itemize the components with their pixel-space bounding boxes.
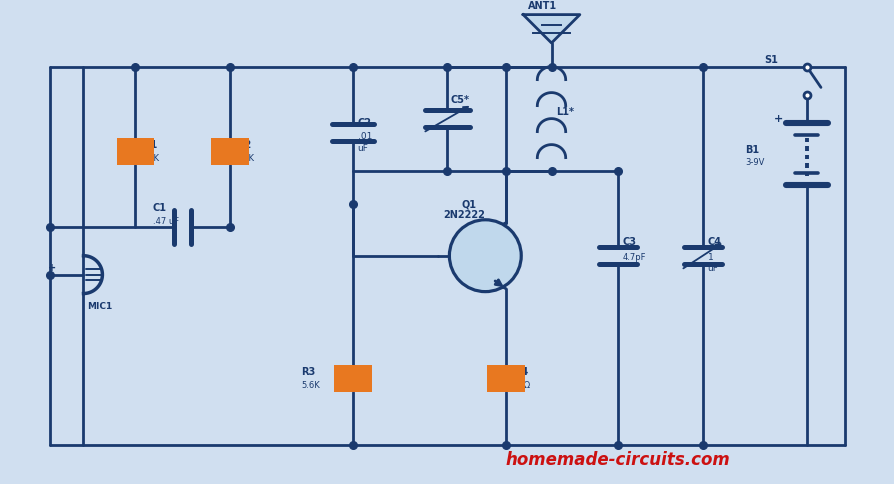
Text: L1*: L1* — [555, 106, 574, 117]
Text: R4: R4 — [513, 366, 527, 376]
Text: 4.7pF: 4.7pF — [621, 252, 645, 261]
Text: 2N2222: 2N2222 — [443, 210, 485, 219]
Bar — [486, 365, 525, 392]
Text: +: + — [772, 113, 782, 123]
Text: R1: R1 — [143, 140, 157, 150]
Text: +: + — [47, 262, 55, 272]
Text: .47 uF: .47 uF — [152, 216, 179, 225]
Text: ANT1: ANT1 — [527, 1, 556, 11]
Bar — [333, 365, 371, 392]
Text: 3-9V: 3-9V — [745, 158, 763, 166]
Text: R3: R3 — [300, 366, 315, 376]
Text: C5*: C5* — [450, 94, 468, 105]
Bar — [116, 139, 155, 166]
Text: 5.6K: 5.6K — [300, 380, 319, 389]
Polygon shape — [523, 15, 579, 44]
Text: 1: 1 — [707, 252, 713, 261]
Text: uF: uF — [358, 144, 368, 152]
Circle shape — [449, 220, 520, 292]
Bar — [211, 139, 249, 166]
Text: 68Ω: 68Ω — [513, 380, 530, 389]
Text: C2: C2 — [358, 118, 371, 128]
Text: R2: R2 — [237, 140, 251, 150]
Text: C4: C4 — [707, 237, 721, 247]
Text: 10K: 10K — [143, 154, 159, 163]
Text: MIC1: MIC1 — [88, 301, 113, 310]
Text: B1: B1 — [745, 144, 759, 154]
Text: .01: .01 — [358, 131, 372, 140]
Text: C1: C1 — [152, 203, 166, 213]
Text: homemade-circuits.com: homemade-circuits.com — [505, 450, 730, 468]
Text: C3: C3 — [621, 237, 636, 247]
Text: Q1: Q1 — [461, 199, 477, 209]
Text: uF: uF — [707, 263, 718, 272]
Text: S1: S1 — [763, 55, 777, 65]
Text: 10K: 10K — [237, 154, 253, 163]
